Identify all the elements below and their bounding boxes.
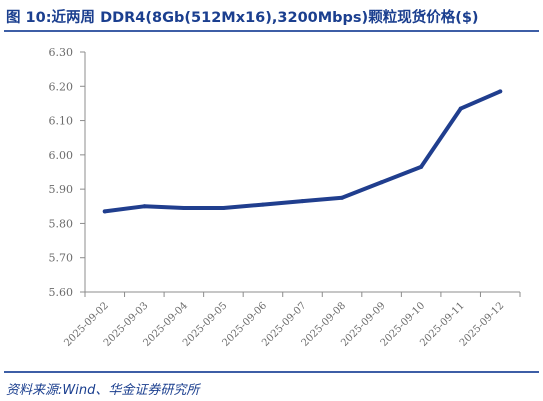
- data-point: [300, 199, 305, 204]
- data-point: [498, 89, 503, 94]
- data-point: [181, 206, 186, 210]
- data-point: [260, 202, 265, 207]
- y-tick-label: 5.80: [49, 217, 74, 230]
- source-note: 资料来源:Wind、华金证券研究所: [6, 383, 200, 398]
- title-rule: [4, 30, 539, 32]
- data-point: [379, 180, 384, 185]
- y-tick-label: 6.00: [49, 149, 74, 162]
- y-tick-label: 6.30: [49, 46, 74, 59]
- data-point: [102, 209, 107, 214]
- data-point: [142, 204, 147, 209]
- y-tick-label: 6.20: [49, 80, 74, 93]
- y-axis: 5.60 5.70 5.80 5.90 6.00 6.10 6.20 6.30: [49, 46, 86, 299]
- data-point: [221, 206, 226, 210]
- series-layer: [102, 89, 503, 214]
- data-point: [419, 164, 424, 169]
- data-point: [458, 106, 463, 111]
- data-point: [340, 195, 345, 200]
- x-axis: 2025-09-022025-09-032025-09-042025-09-05…: [62, 291, 521, 349]
- y-tick-label: 5.70: [49, 252, 74, 265]
- source-rule: [4, 371, 539, 373]
- price-series-line: [102, 89, 503, 214]
- figure-title: 图 10:近两周 DDR4(8Gb(512Mx16),3200Mbps)颗粒现货…: [6, 10, 479, 26]
- y-tick-label: 5.90: [49, 183, 74, 196]
- line-chart: 5.60 5.70 5.80 5.90 6.00 6.10 6.20 6.30 2025-09…: [49, 46, 521, 349]
- y-tick-label: 6.10: [49, 115, 74, 128]
- y-tick-label: 5.60: [49, 286, 74, 299]
